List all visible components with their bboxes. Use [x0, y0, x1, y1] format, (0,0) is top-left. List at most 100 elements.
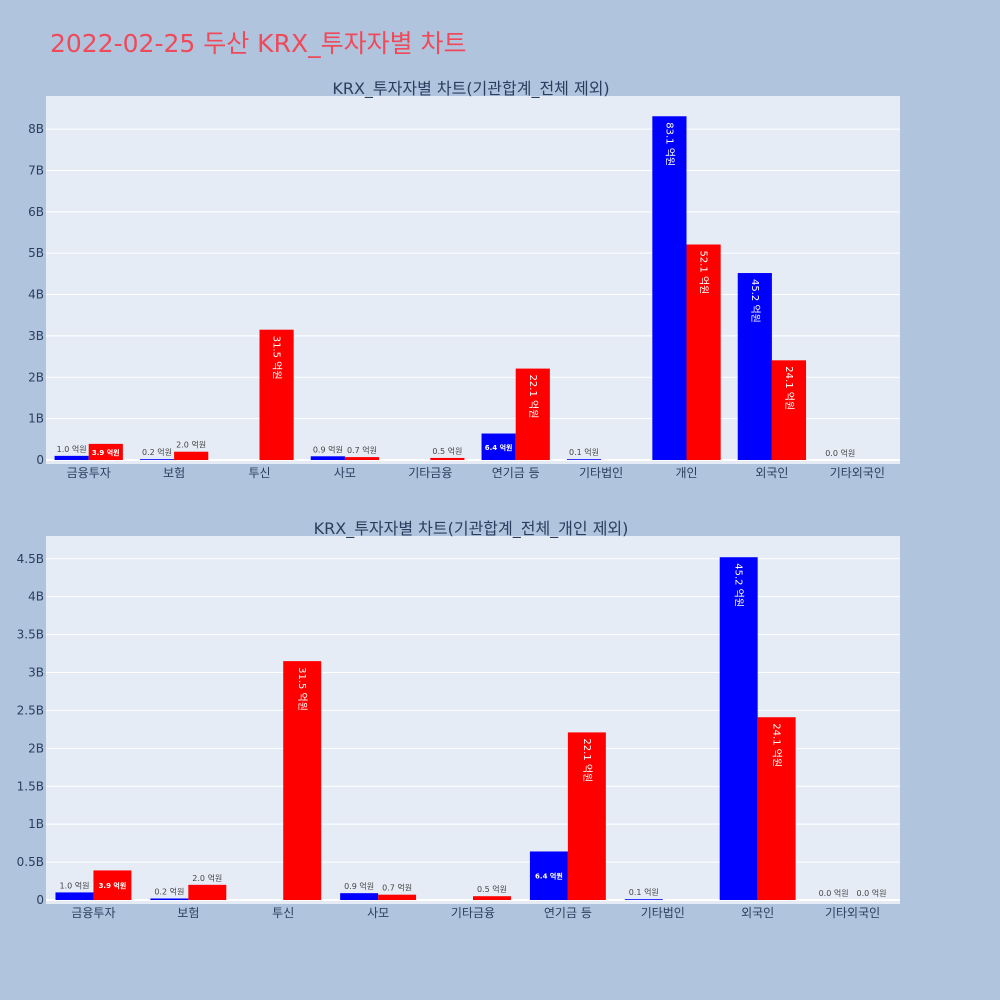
data-label: 0.1 억원: [629, 887, 659, 897]
buy-bar: [737, 273, 772, 460]
x-tick-label: 보험: [163, 466, 185, 480]
x-tick-label: 사모: [367, 906, 389, 920]
sell-bar: [93, 870, 132, 900]
data-label: 0.5 억원: [477, 884, 507, 894]
y-tick-label: 2B: [28, 741, 44, 755]
data-label: 45.2 억원: [749, 279, 761, 323]
data-label: 0.9 억원: [344, 881, 374, 891]
x-tick-label: 연기금 등: [544, 906, 592, 920]
buy-bar: [310, 456, 345, 460]
y-tick-label: 1.5B: [17, 779, 44, 793]
sell-bar: [174, 451, 209, 460]
data-label: 31.5 억원: [296, 667, 308, 711]
chart-top: KRX_투자자별 차트(기관합계_전체 제외) 0 1B 2B 3B 4B 5B 6B 7B 8B…: [28, 79, 900, 480]
sell-bar: [283, 661, 322, 900]
data-label: 0.0 억원: [825, 448, 855, 458]
x-tick-label: 기타외국인: [825, 906, 880, 920]
x-tick-label: 사모: [334, 466, 356, 480]
data-label: 24.1 억원: [783, 366, 795, 410]
x-tick-label: 금융투자: [71, 906, 115, 920]
y-tick-label: 3.5B: [17, 628, 44, 642]
x-tick-label: 기타외국인: [830, 466, 885, 480]
y-tick-label: 4B: [28, 288, 44, 302]
buy-bar: [139, 459, 175, 460]
data-label: 2.0 억원: [176, 440, 206, 450]
data-label: 0.9 억원: [313, 444, 343, 454]
data-label: 0.7 억원: [382, 883, 412, 893]
x-tick-label: 연기금 등: [492, 466, 540, 480]
data-label: 0.2 억원: [142, 447, 172, 457]
y-tick-label: 5B: [28, 246, 44, 260]
data-label: 0.2 억원: [154, 886, 184, 896]
sell-bar: [259, 329, 294, 460]
y-tick-label: 3B: [28, 329, 44, 343]
x-tick-label: 외국인: [741, 906, 774, 920]
sell-bar: [378, 894, 417, 900]
data-label: 0.7 억원: [347, 445, 377, 455]
data-label: 3.9 억원: [99, 881, 127, 890]
data-label: 1.0 억원: [59, 880, 89, 890]
data-label: 3.9 억원: [92, 448, 120, 457]
y-tick-label: 3B: [28, 666, 44, 680]
x-tick-label: 외국인: [755, 466, 788, 480]
x-tick-label: 투신: [248, 466, 270, 480]
data-label: 24.1 억원: [771, 723, 783, 767]
x-tick-label: 기타금융: [408, 466, 452, 480]
x-tick-label: 투신: [272, 906, 294, 920]
data-label: 83.1 억원: [663, 122, 675, 166]
data-label: 45.2 억원: [733, 563, 745, 607]
sell-bar: [567, 732, 606, 900]
sell-bar: [757, 717, 796, 900]
x-tick-label: 금융투자: [67, 466, 111, 480]
x-tick-label: 기타금융: [451, 906, 495, 920]
data-label: 31.5 억원: [271, 336, 283, 380]
data-label: 0.0 억원: [819, 888, 849, 898]
data-label: 52.1 억원: [698, 250, 710, 294]
data-label: 22.1 억원: [581, 738, 593, 782]
x-tick-label: 기타법인: [641, 906, 685, 920]
sell-bar: [188, 884, 227, 900]
buy-bar: [481, 433, 516, 460]
y-tick-label: 6B: [28, 205, 44, 219]
buy-bar: [566, 459, 602, 460]
data-label: 0.0 억원: [857, 888, 887, 898]
sell-bar: [430, 457, 465, 460]
y-tick-label: 0.5B: [17, 855, 44, 869]
chart-title: KRX_투자자별 차트(기관합계_전체_개인 제외): [314, 519, 629, 539]
data-label: 0.5 억원: [432, 446, 462, 456]
x-tick-label: 개인: [675, 466, 697, 480]
page-title: 2022-02-25 두산 KRX_투자자별 차트: [50, 29, 467, 58]
x-tick-label: 보험: [177, 906, 199, 920]
y-tick-label: 7B: [28, 163, 44, 177]
y-tick-label: 4B: [28, 590, 44, 604]
y-tick-label: 2B: [28, 370, 44, 384]
y-tick-label: 4.5B: [17, 552, 44, 566]
data-label: 1.0 억원: [57, 444, 87, 454]
buy-bar: [150, 898, 189, 900]
data-label: 22.1 억원: [527, 375, 539, 419]
sell-bar: [344, 457, 380, 460]
y-tick-label: 0: [36, 893, 44, 907]
buy-bar: [652, 116, 687, 460]
data-label: 0.1 억원: [569, 447, 599, 457]
sell-bar: [686, 244, 721, 460]
y-tick-label: 0: [36, 453, 44, 467]
data-label: 6.4 억원: [535, 872, 563, 881]
chart-title: KRX_투자자별 차트(기관합계_전체 제외): [332, 79, 609, 99]
sell-bar: [473, 896, 511, 900]
chart-bottom: KRX_투자자별 차트(기관합계_전체_개인 제외) 0 0.5B 1B 1.5B 2B 2…: [17, 519, 900, 920]
sell-bar: [515, 368, 550, 460]
y-tick-label: 1B: [28, 412, 44, 426]
sell-bar: [771, 360, 807, 460]
x-tick-label: 기타법인: [579, 466, 623, 480]
y-tick-label: 8B: [28, 122, 44, 136]
buy-bar: [529, 851, 568, 900]
buy-bar: [624, 899, 663, 900]
data-label: 2.0 억원: [192, 873, 222, 883]
buy-bar: [340, 893, 379, 900]
buy-bar: [55, 892, 94, 900]
data-label: 6.4 억원: [485, 443, 513, 452]
buy-bar: [719, 557, 758, 900]
sell-bar: [88, 443, 123, 460]
y-tick-label: 1B: [28, 817, 44, 831]
